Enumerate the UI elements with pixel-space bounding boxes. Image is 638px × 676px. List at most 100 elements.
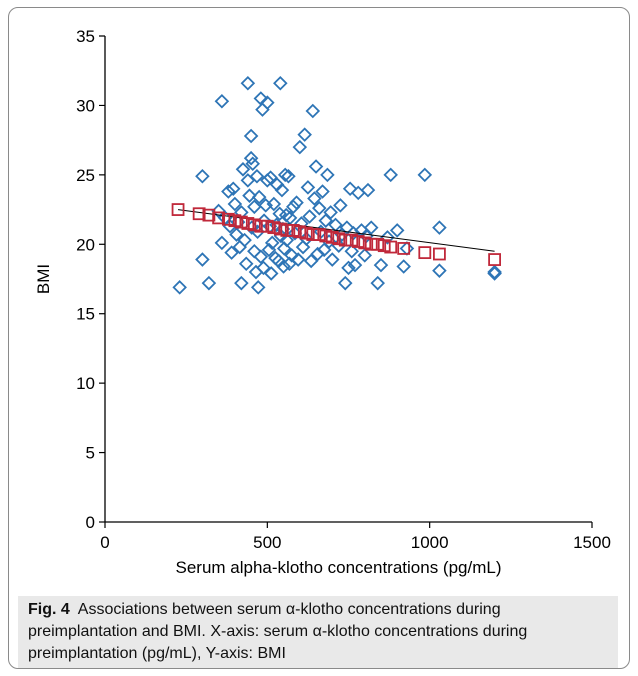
square-point — [293, 225, 307, 239]
square-point — [273, 222, 287, 236]
diamond-point — [328, 217, 343, 233]
series-diamond-points — [172, 75, 502, 295]
square-point — [221, 212, 235, 226]
diamond-point — [310, 246, 325, 262]
diamond-point — [315, 184, 330, 199]
diamond-point — [417, 167, 433, 183]
diamond-point — [344, 243, 360, 259]
square-point — [312, 228, 326, 241]
diamond-point — [243, 128, 259, 144]
caption-text: Associations between serum α-klotho conc… — [28, 601, 528, 662]
square-point — [306, 228, 320, 241]
square-point — [254, 219, 268, 233]
diamond-point — [227, 196, 243, 212]
diamond-point — [260, 173, 275, 188]
diamond-point — [302, 209, 317, 224]
scatter-chart: 0 5 10 15 20 25 30 35 0 500 1000 1500 BMI Serum al… — [34, 27, 611, 577]
diamond-point — [276, 241, 292, 256]
square-point — [371, 237, 385, 251]
diamond-point — [292, 139, 308, 155]
square-point — [345, 233, 359, 247]
diamond-point — [303, 253, 319, 269]
x-tick-label: 0 — [100, 533, 109, 552]
square-point — [280, 223, 294, 237]
diamond-point — [286, 199, 301, 215]
square-point — [234, 215, 248, 229]
diamond-point — [263, 170, 278, 185]
diamond-point — [337, 275, 353, 291]
y-tick-label: 20 — [76, 235, 95, 254]
diamond-point — [312, 200, 327, 216]
diamond-point — [370, 275, 385, 291]
diamond-point — [389, 223, 405, 238]
diamond-point — [305, 103, 321, 119]
diamond-point — [195, 252, 210, 267]
diamond-point — [279, 232, 295, 248]
figure-frame: 0 5 10 15 20 25 30 35 0 500 1000 1500 BMI Serum al… — [8, 7, 630, 669]
diamond-point — [256, 260, 271, 276]
square-point — [286, 223, 300, 237]
diamond-point — [242, 188, 257, 203]
diamond-point — [396, 259, 411, 274]
diamond-point — [237, 232, 252, 248]
diamond-point — [383, 167, 398, 183]
regression-line — [177, 209, 495, 252]
x-axis-title: Serum alpha-klotho concentrations (pg/mL… — [176, 558, 502, 577]
square-point — [171, 203, 185, 216]
diamond-point — [281, 168, 296, 184]
diamond-point — [234, 275, 249, 291]
diamond-point — [240, 75, 256, 91]
y-axis-ticks: 0 5 10 15 20 25 30 35 — [76, 27, 105, 532]
diamond-point — [266, 196, 282, 212]
y-tick-label: 35 — [76, 27, 95, 46]
diamond-point — [260, 95, 275, 110]
figure-label: Fig. 4 — [28, 601, 70, 618]
x-tick-label: 1500 — [573, 533, 611, 552]
square-point — [192, 207, 206, 221]
square-point — [319, 229, 333, 243]
diamond-point — [297, 127, 312, 142]
y-tick-label: 25 — [76, 166, 95, 185]
diamond-point — [487, 264, 502, 280]
diamond-point — [251, 189, 267, 205]
series-square-points — [171, 203, 502, 266]
diamond-point — [290, 252, 306, 267]
square-point — [351, 235, 365, 248]
square-point — [299, 226, 313, 240]
diamond-point — [264, 235, 280, 251]
diamond-point — [373, 257, 389, 273]
diamond-point — [247, 199, 262, 215]
diamond-point — [360, 182, 376, 198]
square-point — [247, 218, 261, 232]
diamond-point — [172, 280, 187, 295]
diamond-point — [357, 248, 373, 263]
square-point — [325, 230, 339, 244]
diamond-point — [487, 266, 502, 281]
diamond-point — [273, 75, 288, 91]
diamond-point — [245, 156, 260, 172]
y-tick-label: 30 — [76, 96, 95, 115]
y-tick-label: 0 — [86, 513, 95, 532]
diamond-point — [276, 259, 291, 274]
diamond-point — [399, 241, 415, 256]
x-tick-label: 1000 — [411, 533, 449, 552]
diamond-point — [250, 280, 266, 295]
square-point — [377, 239, 391, 253]
square-point — [228, 214, 242, 228]
diamond-point — [263, 266, 279, 281]
square-point — [267, 221, 281, 235]
square-point — [338, 233, 352, 247]
diamond-point — [214, 93, 230, 109]
diamond-point — [249, 168, 265, 184]
diamond-point — [432, 220, 447, 235]
diamond-point — [214, 235, 230, 251]
diamond-point — [380, 230, 395, 245]
y-tick-label: 10 — [76, 374, 95, 393]
square-point — [332, 232, 346, 246]
square-point — [202, 208, 216, 222]
diamond-point — [323, 205, 338, 220]
diamond-point — [224, 245, 239, 260]
square-point — [488, 253, 502, 266]
diamond-point — [307, 191, 322, 206]
diamond-point — [284, 248, 299, 263]
